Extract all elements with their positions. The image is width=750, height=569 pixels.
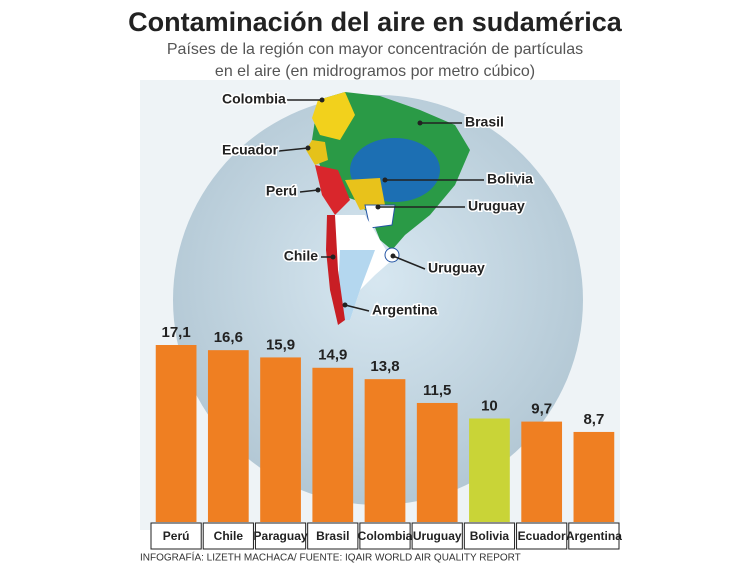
- category-box: [307, 522, 359, 550]
- map-label: Bolivia: [487, 171, 533, 187]
- value-label: 8,7: [583, 411, 604, 428]
- value-label: 10: [481, 397, 498, 414]
- value-label: 9,7: [531, 401, 552, 418]
- x-tick-label: Uruguay: [413, 529, 462, 543]
- value-label: 17,1: [162, 324, 191, 341]
- map-pointer: [392, 255, 426, 270]
- map-label: Uruguay: [428, 260, 485, 276]
- chart-subtitle: en el aire (en midrogramos por metro cúb…: [215, 63, 535, 80]
- bar: [416, 402, 458, 522]
- x-tick-label: Argentina: [566, 529, 622, 543]
- map-pointer-dot: [305, 145, 311, 151]
- category-box: [202, 522, 254, 550]
- value-label: 16,6: [214, 329, 243, 346]
- bar: [207, 350, 249, 522]
- bar: [260, 357, 301, 522]
- map-label: Brasil: [465, 114, 504, 130]
- map-pointer-dot: [319, 97, 325, 103]
- value-label: 14,9: [318, 347, 347, 364]
- chart-title: Contaminación del aire en sudamérica: [128, 7, 623, 37]
- bar: [521, 421, 563, 522]
- value-label: 13,8: [370, 358, 399, 375]
- bar: [155, 345, 197, 522]
- category-box: [463, 522, 516, 550]
- category-box: [254, 522, 307, 550]
- x-tick-label: Perú: [163, 529, 190, 543]
- map-pointer-dot: [330, 254, 336, 260]
- map-label: Argentina: [372, 302, 438, 318]
- x-tick-label: Paraguay: [254, 529, 308, 543]
- value-label: 15,9: [266, 336, 295, 353]
- map: [306, 92, 470, 325]
- x-tick-label: Colombia: [358, 529, 413, 543]
- map-label: Uruguay: [468, 198, 525, 214]
- bar: [573, 431, 615, 522]
- category-box: [568, 522, 620, 550]
- x-tick-label: Chile: [214, 529, 244, 543]
- map-pointer: [344, 304, 370, 312]
- chart-subtitle: Países de la región con mayor concentrac…: [167, 41, 583, 58]
- map-pointer: [299, 189, 319, 193]
- map-label: Chile: [284, 248, 318, 264]
- map-pointer-dot: [375, 204, 381, 210]
- category-box: [150, 522, 202, 550]
- bar: [312, 367, 354, 522]
- x-tick-label: Brasil: [316, 529, 349, 543]
- x-tick-label: Ecuador: [518, 529, 566, 543]
- map-label: Colombia: [222, 91, 286, 107]
- map-pointer-dot: [382, 177, 388, 183]
- category-box: [359, 522, 411, 550]
- map-pointer: [278, 147, 309, 152]
- bar: [364, 379, 406, 522]
- map-label: Perú: [266, 183, 297, 199]
- source: INFOGRAFÍA: LIZETH MACHACA/ FUENTE: IQAI…: [140, 551, 521, 564]
- bar: [469, 418, 510, 522]
- category-box: [516, 522, 568, 550]
- value-label: 11,5: [423, 382, 451, 399]
- category-box: [411, 522, 463, 550]
- map-pointer-dot: [390, 253, 396, 259]
- map-pointer-dot: [417, 120, 423, 126]
- map-pointer-dot: [342, 302, 348, 308]
- map-label: Ecuador: [222, 142, 279, 158]
- x-tick-label: Bolivia: [470, 529, 510, 543]
- map-pointer-dot: [315, 187, 321, 193]
